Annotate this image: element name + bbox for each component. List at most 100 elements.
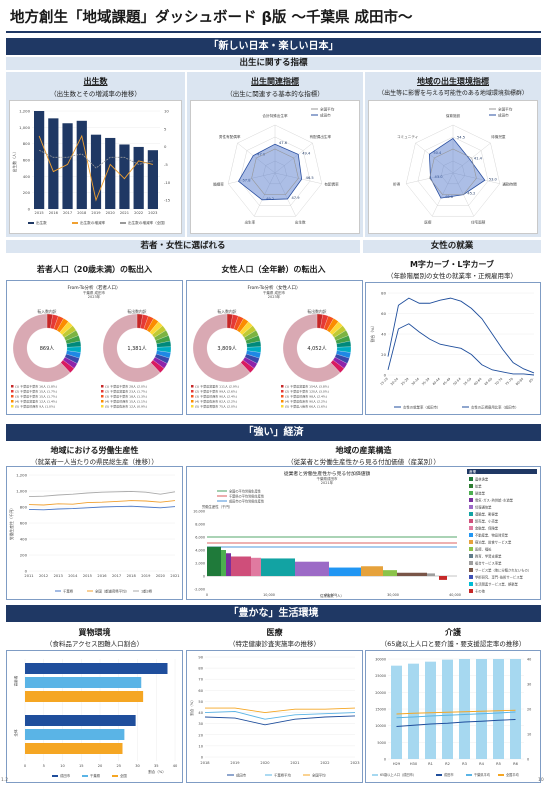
x-tick-label: R3 — [462, 762, 467, 766]
y2-tick-label: 30 — [527, 683, 531, 687]
radar-value-label: 57.8 — [242, 178, 251, 182]
birth-rate-line — [38, 134, 153, 202]
legend-swatch — [101, 400, 104, 403]
y-tick-label: 600 — [23, 158, 31, 163]
x-tick-label: 2020 — [156, 574, 166, 578]
legend-swatch — [469, 498, 473, 502]
chiba-line — [204, 710, 356, 720]
x-tick-label: 2023 — [350, 761, 359, 765]
industry-bar — [383, 570, 397, 576]
y-tick-label: 40 — [381, 332, 386, 337]
employment-line — [387, 297, 535, 374]
donut-center-value: 4,052人 — [307, 346, 326, 352]
radar-grid — [227, 124, 323, 217]
legend-swatch — [11, 395, 14, 398]
x-tick-label: H30 — [410, 762, 418, 766]
birth-related-title: 出生関連指標 — [251, 77, 299, 86]
y2-tick-label: 20 — [527, 708, 531, 712]
x-tick-label: 50-54 — [452, 377, 461, 386]
national-line — [396, 709, 516, 715]
radar-grid — [263, 160, 287, 185]
donut-sub: 千葉県 成田市 — [263, 290, 286, 295]
birth-related-subtitle: （出生に関連する基本的な指標） — [226, 90, 324, 98]
donut-legend-label: (5) 千葉県香取市 75人 (2.0%) — [195, 404, 237, 409]
legend-swatch — [469, 540, 473, 544]
legend-swatch — [11, 385, 14, 388]
legend-label: 全国の平均労働生産性 — [229, 489, 262, 494]
legend-swatch — [101, 395, 104, 398]
population-bar — [391, 665, 402, 759]
births-title: 出生数 — [83, 77, 108, 86]
x-tick-label: 2011 — [24, 574, 33, 578]
x-tick-label: 2016 — [49, 211, 59, 215]
legend-swatch — [469, 554, 473, 558]
legend-swatch — [82, 775, 88, 777]
birth-bar — [76, 120, 87, 209]
x-tick-label: 40-44 — [431, 377, 440, 386]
radar-axis-label: 有配偶出生率 — [310, 134, 332, 139]
youth-donut-card: From-To分析（若者人口） 千葉県 成田市 2023年 転入数内訳 869人 (1) … — [6, 280, 183, 415]
birth-bar — [105, 137, 116, 209]
y-axis-label: 労働生産性（千円） — [202, 504, 233, 509]
group-label: 全体 — [13, 729, 18, 737]
donut-sub: 千葉県 成田市 — [83, 290, 106, 295]
legend-label: 全国平均 — [320, 107, 335, 112]
y-tick-label: 20000 — [375, 691, 386, 695]
productivity-card: 1,200 1,000 800 600 400 200 0 労働生産性（千円） 2011 2012… — [6, 466, 183, 600]
section-rich-life: 「豊かな」生活環境 — [6, 605, 541, 622]
legend-swatch — [281, 390, 284, 393]
birth-bar — [119, 144, 130, 209]
narita-line — [396, 719, 516, 727]
legend-swatch — [281, 400, 284, 403]
legend-label: 千葉県平均 — [474, 772, 490, 777]
y-tick-label: 200 — [20, 553, 28, 558]
page-title: 地方創生「地域課題」ダッシュボード β版 ～千葉県 成田市～ — [6, 3, 541, 33]
y-tick-label: 8,000 — [195, 523, 205, 527]
x-tick-label: 40,000 — [449, 593, 461, 597]
legend-label: 女性の正規雇用比率（成田市） — [471, 405, 518, 410]
y-tick-label: 1,000 — [19, 125, 30, 130]
birth-env-panel: 地域の出生環境指標 （出生等に影響を与える可能性のある地域環境指標群） 保育施設… — [365, 72, 541, 237]
population-bar — [459, 659, 470, 759]
donut-legend-label: (5) 千葉県印西市 9人 (1.0%) — [15, 404, 55, 409]
birth-env-radar-chart: 保育施設54.5待機児童41.4通勤時間53.0住宅面積45.2医療48.6所得… — [393, 107, 517, 225]
x-tick-label: 10,000 — [263, 593, 275, 597]
legend-swatch — [191, 385, 194, 388]
female-donut-card: From-To分析（女性人口） 千葉県 成田市 2023年 転入数内訳 3,809人 (1… — [186, 280, 363, 415]
legend-label: 成田市 — [60, 773, 71, 778]
x-tick-label: 25-29 — [400, 377, 409, 386]
legend-swatch — [72, 222, 78, 224]
section-young-women: 若者・女性に選ばれる — [6, 240, 360, 253]
x-tick-label: R1 — [428, 762, 433, 766]
y2-tick-label: -5 — [164, 162, 168, 167]
industry-bar — [231, 556, 251, 576]
care-title: 介護 — [445, 628, 461, 637]
donut-sub: 2023年 — [268, 294, 281, 299]
legend-swatch — [281, 395, 284, 398]
x-tick-label: 35-39 — [421, 377, 430, 386]
radar-national — [251, 148, 299, 195]
y2-tick-label: -10 — [164, 180, 171, 185]
donut-center-value: 3,809人 — [217, 346, 236, 352]
births-panel: 出生数 （出生数とその増減率の推移） 1,200 1,000 800 600 400 20… — [6, 72, 185, 237]
footer-right: 10 — [538, 778, 544, 783]
x-tick-label: 0 — [24, 764, 27, 768]
radar-axis-label: 男性有配偶率 — [219, 134, 241, 139]
section-birth-indicators: 出生に関する指標 — [6, 57, 541, 70]
x-tick-label: 85- — [528, 377, 535, 384]
legend-label: 成田市 — [498, 113, 509, 118]
section-female-work: 女性の就業 — [363, 240, 541, 253]
y-tick-label: 15000 — [375, 708, 386, 712]
y-tick-label: 20 — [198, 733, 203, 737]
radar-area — [237, 143, 303, 201]
industry-legend-label: 生活関連サービス業、娯楽業 — [475, 582, 519, 587]
industry-bar — [439, 576, 447, 580]
x-axis-label: 従業者数（人） — [320, 593, 344, 598]
donut-legend-label: (4) 千葉県富里市 12人 (1.4%) — [15, 399, 57, 404]
x-tick-label: 5 — [43, 764, 45, 768]
legend-swatch — [52, 775, 58, 777]
industry-bar — [251, 557, 261, 576]
youth-migration-title: 若者人口（20歳未満）の転出入 — [36, 265, 153, 274]
donut-legend-label: (1) 千葉県富里市 154人 (3.8%) — [285, 384, 329, 389]
birth-bar — [34, 111, 45, 209]
